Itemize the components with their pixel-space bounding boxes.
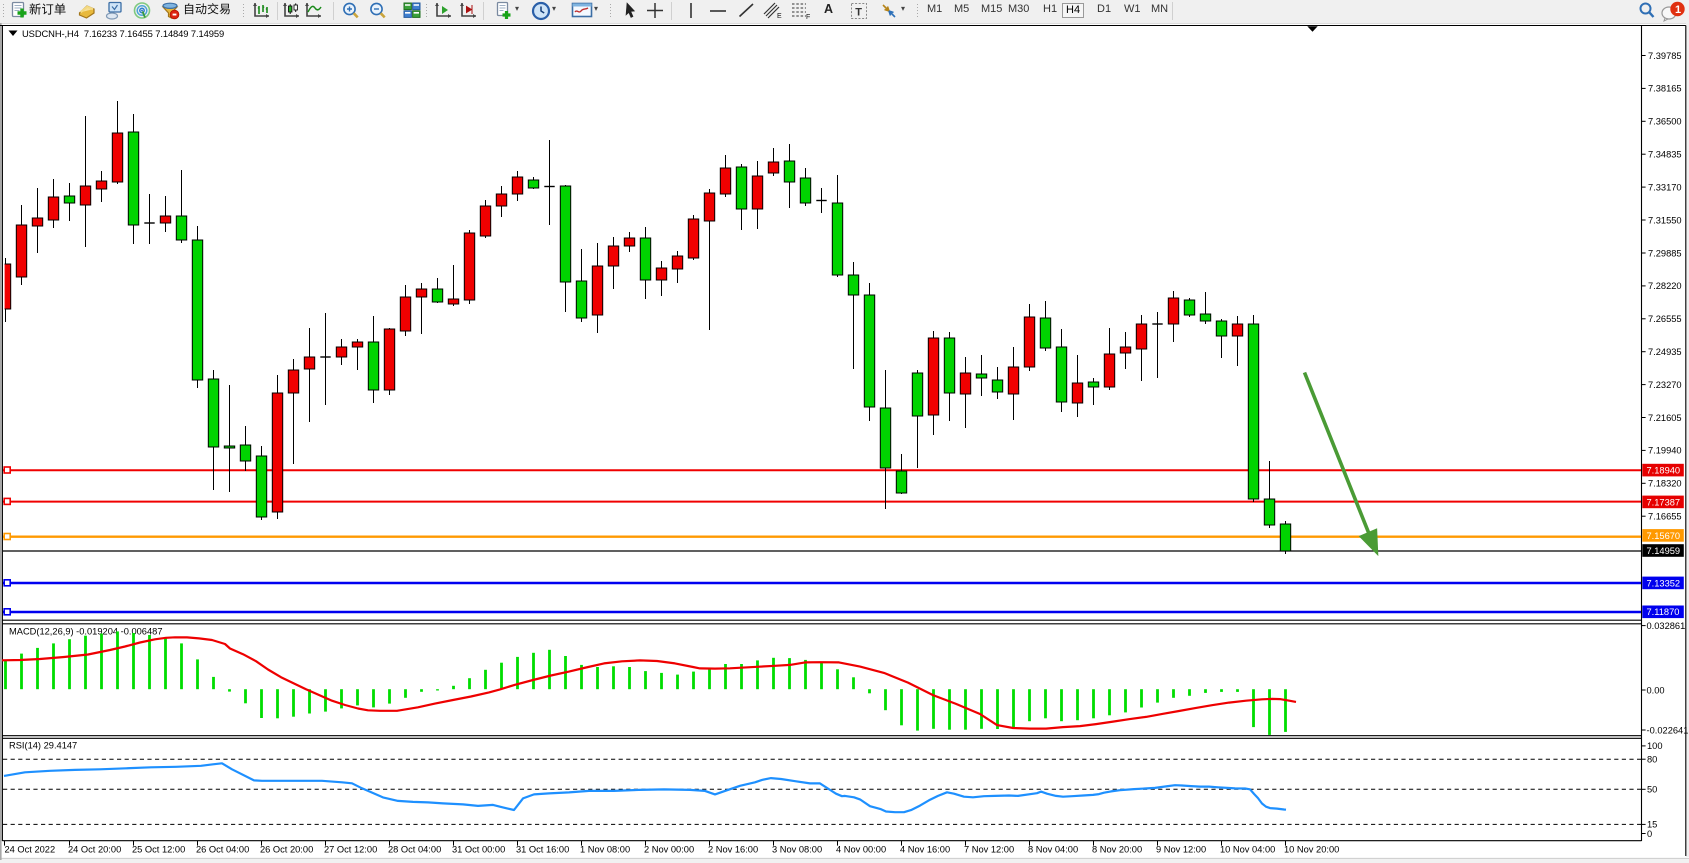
svg-text:-0.022641: -0.022641	[1647, 725, 1689, 735]
svg-text:7.18320: 7.18320	[1648, 479, 1682, 489]
svg-text:7.13352: 7.13352	[1647, 578, 1681, 588]
svg-text:1 Nov 08:00: 1 Nov 08:00	[580, 845, 630, 855]
svg-text:0: 0	[1647, 829, 1652, 839]
svg-text:7.18940: 7.18940	[1647, 466, 1681, 476]
svg-text:25 Oct 12:00: 25 Oct 12:00	[132, 845, 185, 855]
svg-text:50: 50	[1647, 785, 1657, 795]
svg-text:7 Nov 12:00: 7 Nov 12:00	[964, 845, 1014, 855]
svg-text:15: 15	[1647, 820, 1657, 830]
svg-text:24 Oct 2022: 24 Oct 2022	[5, 845, 56, 855]
svg-text:7.14959: 7.14959	[1647, 546, 1681, 556]
svg-text:31 Oct 00:00: 31 Oct 00:00	[452, 845, 505, 855]
svg-text:27 Oct 12:00: 27 Oct 12:00	[324, 845, 377, 855]
svg-text:7.19940: 7.19940	[1648, 446, 1682, 456]
svg-text:7.36500: 7.36500	[1648, 117, 1682, 127]
svg-text:RSI(14) 29.4147: RSI(14) 29.4147	[9, 741, 77, 751]
svg-text:28 Oct 04:00: 28 Oct 04:00	[388, 845, 441, 855]
svg-text:7.31550: 7.31550	[1648, 215, 1682, 225]
svg-text:7.24935: 7.24935	[1648, 347, 1682, 357]
svg-text:7.15670: 7.15670	[1647, 531, 1681, 541]
svg-text:31 Oct 16:00: 31 Oct 16:00	[516, 845, 569, 855]
svg-text:7.21605: 7.21605	[1648, 413, 1682, 423]
svg-text:10 Nov 20:00: 10 Nov 20:00	[1284, 845, 1339, 855]
svg-text:8 Nov 20:00: 8 Nov 20:00	[1092, 845, 1142, 855]
svg-text:80: 80	[1647, 755, 1657, 765]
svg-text:0.032861: 0.032861	[1647, 621, 1686, 631]
svg-text:7.17387: 7.17387	[1647, 497, 1681, 507]
svg-text:7.23270: 7.23270	[1648, 380, 1682, 390]
svg-text:7.28220: 7.28220	[1648, 281, 1682, 291]
svg-text:F: F	[806, 14, 810, 20]
svg-text:100: 100	[1647, 741, 1663, 751]
svg-text:10 Nov 04:00: 10 Nov 04:00	[1220, 845, 1275, 855]
svg-text:26 Oct 20:00: 26 Oct 20:00	[260, 845, 313, 855]
svg-text:7.34835: 7.34835	[1648, 150, 1682, 160]
svg-text:T: T	[855, 7, 862, 19]
svg-text:26 Oct 04:00: 26 Oct 04:00	[196, 845, 249, 855]
svg-text:7.29885: 7.29885	[1648, 248, 1682, 258]
svg-text:3 Nov 08:00: 3 Nov 08:00	[772, 845, 822, 855]
svg-text:9 Nov 12:00: 9 Nov 12:00	[1156, 845, 1206, 855]
svg-text:7.39785: 7.39785	[1648, 51, 1682, 61]
svg-text:24 Oct 20:00: 24 Oct 20:00	[68, 845, 121, 855]
svg-text:MACD(12,26,9) -0.019204 -0.006: MACD(12,26,9) -0.019204 -0.006487	[9, 627, 163, 637]
svg-text:2 Nov 16:00: 2 Nov 16:00	[708, 845, 758, 855]
svg-text:1: 1	[1675, 4, 1681, 16]
svg-text:2 Nov 00:00: 2 Nov 00:00	[644, 845, 694, 855]
svg-text:E: E	[777, 13, 782, 20]
svg-text:8 Nov 04:00: 8 Nov 04:00	[1028, 845, 1078, 855]
svg-text:0.00: 0.00	[1647, 685, 1665, 695]
svg-text:7.16655: 7.16655	[1648, 512, 1682, 522]
svg-text:7.38165: 7.38165	[1648, 84, 1682, 94]
svg-text:4 Nov 00:00: 4 Nov 00:00	[836, 845, 886, 855]
svg-text:7.11870: 7.11870	[1647, 607, 1680, 617]
svg-text:4 Nov 16:00: 4 Nov 16:00	[900, 845, 950, 855]
svg-text:USDCNH-,H4 7.16233 7.16455 7.: USDCNH-,H4 7.16233 7.16455 7.14849 7.149…	[22, 28, 224, 39]
svg-text:7.33170: 7.33170	[1648, 182, 1682, 192]
svg-text:7.26555: 7.26555	[1648, 314, 1682, 324]
